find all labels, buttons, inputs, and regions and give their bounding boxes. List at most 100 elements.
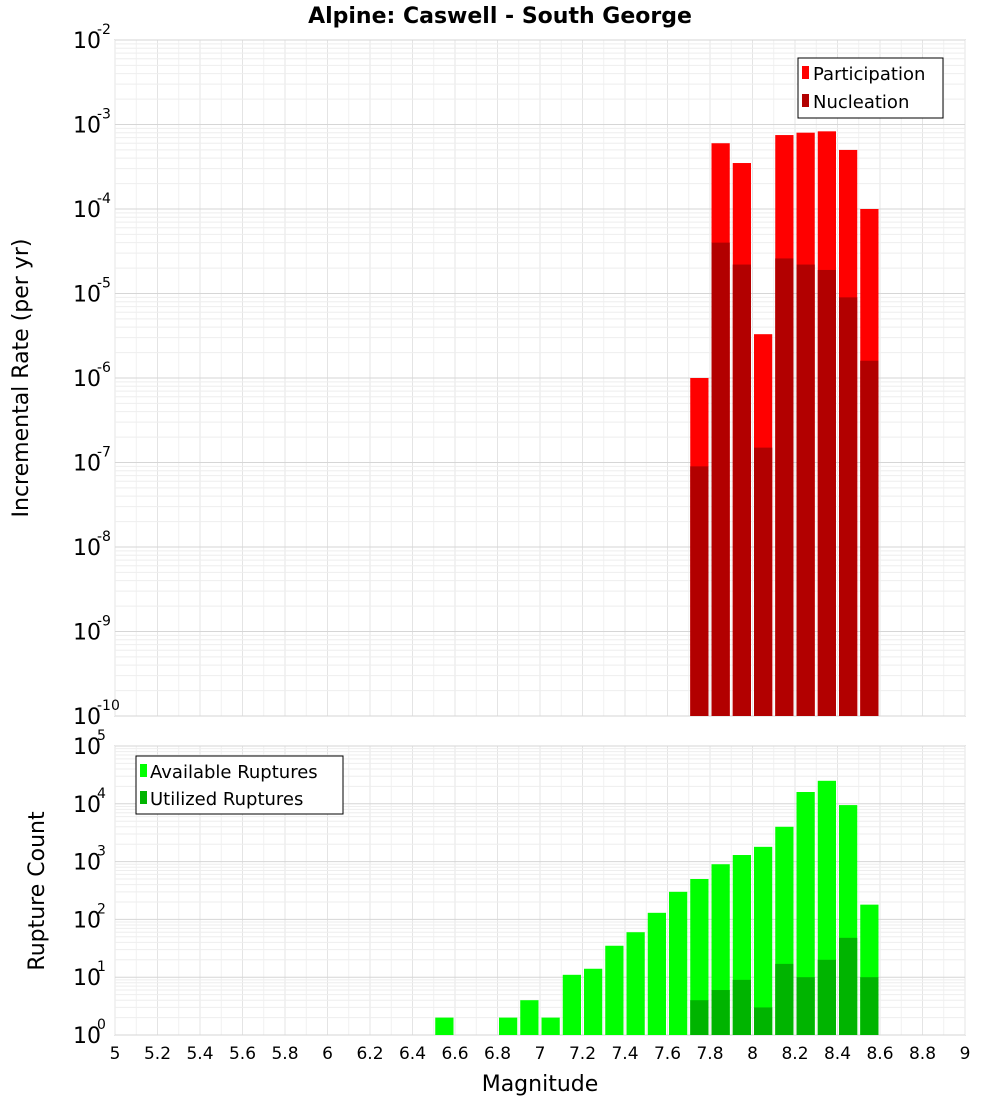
count-bars (435, 780, 879, 1035)
rate-bar-s2 (690, 466, 709, 716)
x-tick-label: 5.4 (186, 1044, 213, 1064)
count-y-tick-exponent: 3 (97, 844, 106, 860)
count-bar-s1 (520, 1000, 539, 1035)
count-bar-s2 (796, 977, 815, 1035)
count-legend-box (135, 755, 344, 815)
rate-bar-s2 (817, 269, 836, 716)
count-bar-s1 (796, 792, 815, 1035)
rate-y-tick-label: 10 (73, 29, 101, 54)
count-bar-s2 (839, 937, 858, 1035)
count-bar-s2 (690, 1000, 709, 1035)
available-legend-label: Available Ruptures (150, 762, 318, 783)
x-tick-label: 5.2 (144, 1044, 171, 1064)
rate-y-tick-label: 10 (73, 367, 101, 392)
x-tick-label: 8.2 (781, 1044, 808, 1064)
rate-y-tick-exponent: -8 (97, 529, 111, 545)
count-bar-s1 (754, 846, 773, 1035)
count-y-axis-label: Rupture Count (25, 811, 50, 971)
x-tick-label: 7.6 (654, 1044, 681, 1064)
participation-legend-label: Participation (813, 64, 925, 85)
count-y-tick-exponent: 1 (97, 959, 106, 975)
count-bar-s1 (435, 1017, 454, 1035)
rate-y-tick-exponent: -10 (97, 698, 120, 714)
count-bar-s1 (626, 932, 645, 1035)
x-tick-label: 6 (322, 1044, 333, 1064)
x-tick-label: 6.8 (484, 1044, 511, 1064)
rate-gridlines (114, 39, 966, 717)
x-axis-label: Magnitude (482, 1072, 599, 1097)
x-tick-label: 6.4 (399, 1044, 426, 1064)
x-tick-label: 8.4 (824, 1044, 851, 1064)
x-tick-label: 5.6 (229, 1044, 256, 1064)
utilized-swatch (140, 791, 147, 804)
x-tick-label: 7.4 (611, 1044, 638, 1064)
rate-legend: Participation Nucleation (797, 57, 944, 119)
rate-legend-box (797, 57, 944, 119)
rate-y-tick-exponent: -5 (97, 276, 111, 292)
x-tick-label: 7 (535, 1044, 546, 1064)
nucleation-swatch (802, 94, 809, 107)
x-tick-label: 7.2 (569, 1044, 596, 1064)
count-y-tick-exponent: 4 (97, 786, 106, 802)
rate-bar-s2 (732, 264, 751, 716)
x-tick-label: 8 (747, 1044, 758, 1064)
rate-y-tick-exponent: -3 (97, 107, 111, 123)
count-bar-s1 (690, 878, 709, 1035)
rate-y-tick-label: 10 (73, 114, 101, 139)
x-tick-label: 5 (110, 1044, 121, 1064)
count-y-tick-exponent: 5 (97, 728, 106, 744)
x-tick-label: 6.6 (441, 1044, 468, 1064)
rate-bar-s2 (754, 447, 773, 716)
rate-y-tick-exponent: -7 (97, 445, 111, 461)
count-bar-s2 (711, 990, 730, 1035)
rate-y-tick-exponent: -6 (97, 360, 111, 376)
rate-y-axis-label: Incremental Rate (per yr) (9, 239, 34, 518)
count-y-tick-label: 10 (73, 735, 101, 760)
available-swatch (140, 764, 147, 777)
rate-y-tick-label: 10 (73, 283, 101, 308)
count-y-tick-label: 10 (73, 851, 101, 876)
count-bar-s1 (499, 1017, 518, 1035)
count-y-tick-label: 10 (73, 966, 101, 991)
x-tick-label: 6.2 (356, 1044, 383, 1064)
x-ticks: 5 5.2 5.4 5.6 5.8 6 6.2 6.4 6.6 6.8 7 7.2 7.4 7.6 7.8 8… (110, 1044, 971, 1064)
utilized-legend-label: Utilized Ruptures (150, 789, 303, 810)
count-bar-s1 (605, 945, 624, 1035)
x-tick-label: 7.8 (696, 1044, 723, 1064)
rate-bar-s2 (711, 242, 730, 717)
count-bar-s1 (647, 912, 666, 1035)
participation-swatch (802, 66, 809, 79)
rate-bar-s2 (839, 297, 858, 716)
count-bar-s1 (669, 891, 688, 1035)
count-y-tick-label: 10 (73, 793, 101, 818)
rate-bar-s2 (796, 264, 815, 716)
count-y-tick-label: 10 (73, 1024, 101, 1049)
count-bar-s1 (584, 968, 603, 1035)
rate-y-tick-exponent: -9 (97, 614, 111, 630)
x-tick-label: 9 (960, 1044, 971, 1064)
rate-y-tick-label: 10 (73, 621, 101, 646)
rate-bar-s2 (860, 360, 879, 716)
count-bar-s1 (541, 1017, 560, 1035)
count-y-tick-exponent: 2 (97, 901, 106, 917)
rate-bar-s2 (775, 258, 794, 716)
rate-y-tick-exponent: -4 (97, 191, 111, 207)
count-bar-s2 (732, 979, 751, 1035)
rate-y-tick-exponent: -2 (97, 22, 111, 38)
count-y-tick-label: 10 (73, 908, 101, 933)
x-tick-label: 8.8 (909, 1044, 936, 1064)
rate-y-tick-label: 10 (73, 536, 101, 561)
x-tick-label: 5.8 (271, 1044, 298, 1064)
count-bar-s2 (775, 963, 794, 1035)
rate-bars (690, 131, 879, 717)
x-tick-label: 8.6 (866, 1044, 893, 1064)
count-bar-s2 (860, 977, 879, 1035)
count-bar-s2 (754, 1007, 773, 1035)
chart-title: Alpine: Caswell - South George (308, 4, 692, 29)
count-legend: Available Ruptures Utilized Ruptures (135, 755, 344, 815)
